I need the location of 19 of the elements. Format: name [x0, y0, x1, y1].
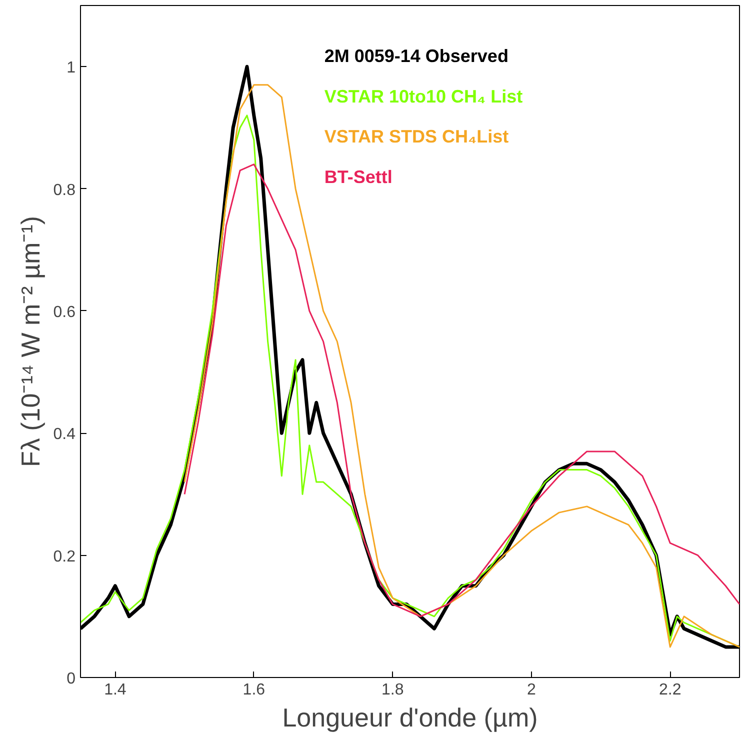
x-tick-label: 2.2: [659, 682, 682, 698]
line-series: [184, 84, 740, 648]
y-tick-label: 0.2: [53, 548, 76, 566]
text: VSTAR 10to10 CH₄ List: [324, 86, 523, 106]
series-label: VSTAR STDS CH₄List: [324, 126, 509, 147]
text: BT-Settl: [324, 166, 392, 187]
y-tick-label: 1: [66, 60, 76, 77]
x-tick-label: 1.4: [104, 682, 126, 698]
x-axis-title: Longueur d'onde (µm): [282, 702, 538, 732]
y-tick-label: 0.8: [53, 182, 76, 199]
y-tick-label: 0.6: [53, 304, 76, 321]
x-tick-label: 1.6: [242, 682, 266, 698]
y-axis-title: Fλ (10⁻¹⁴ W m⁻² µm⁻¹): [15, 216, 46, 467]
line-series: [184, 164, 740, 618]
y-tick-label: 0.4: [53, 426, 76, 444]
x-tick-label: 1.8: [382, 682, 404, 698]
y-tick-label: 0: [66, 670, 76, 688]
text: 2M 0059-14 Observed: [324, 46, 508, 66]
x-tick-label: 2: [526, 682, 536, 698]
